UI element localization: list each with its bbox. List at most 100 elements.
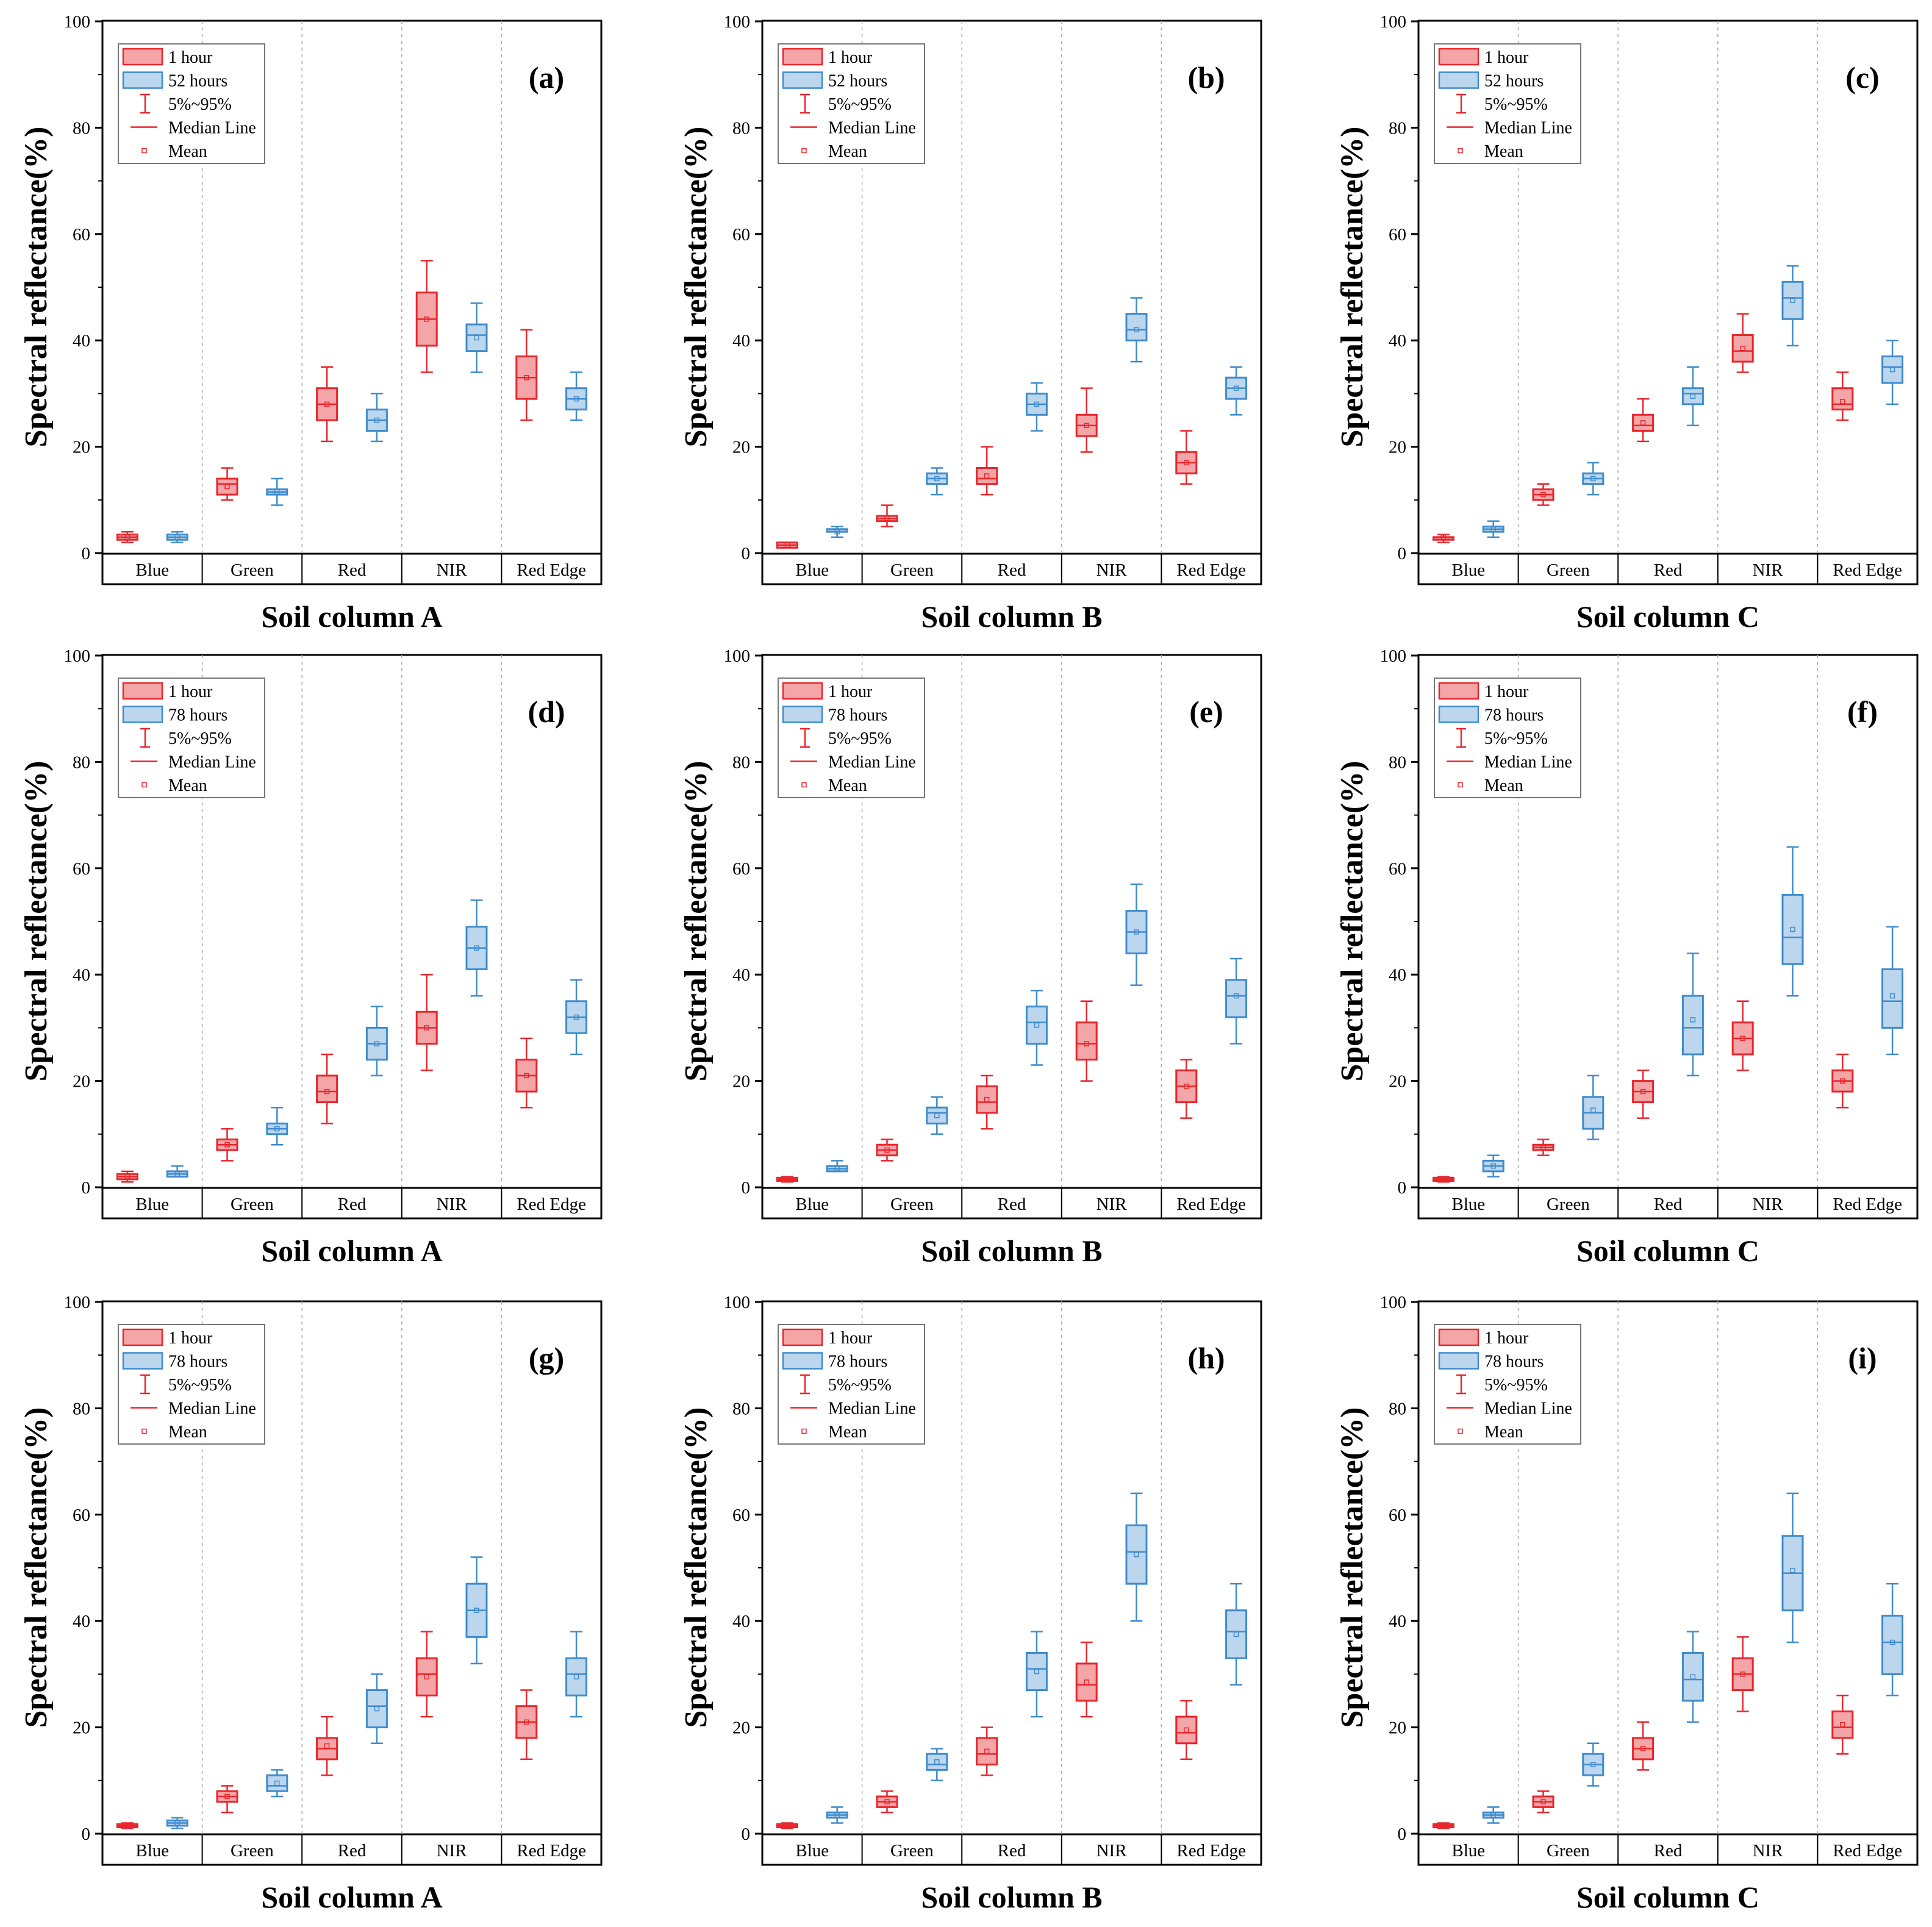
y-tick-label: 100 xyxy=(724,1293,751,1312)
mean-marker xyxy=(1790,926,1795,932)
y-tick-label: 60 xyxy=(1389,859,1406,879)
legend-label: Mean xyxy=(828,142,867,161)
mean-marker xyxy=(374,1041,380,1046)
box-series2-green xyxy=(1582,1074,1605,1140)
legend-mean-icon xyxy=(1458,148,1463,154)
mean-marker xyxy=(374,1706,380,1712)
box-series2-red xyxy=(365,393,388,443)
legend-label: 1 hour xyxy=(168,682,213,701)
box-series2-green xyxy=(266,1769,288,1798)
box-iqr xyxy=(1225,979,1248,1018)
mean-marker xyxy=(324,401,330,407)
box-series1-red xyxy=(316,1715,338,1776)
y-axis-label: Spectral reflectance(%) xyxy=(679,760,714,1081)
y-tick-label: 100 xyxy=(1380,646,1407,666)
x-axis-label: Soil column A xyxy=(261,599,442,634)
mean-marker xyxy=(1233,1631,1239,1637)
mean-marker xyxy=(1034,1668,1040,1675)
y-tick-label: 60 xyxy=(73,1506,90,1525)
mean-marker xyxy=(1540,1145,1546,1150)
mean-marker xyxy=(274,489,280,495)
box-series1-nir xyxy=(1731,313,1754,373)
legend-box xyxy=(1434,1324,1581,1445)
legend-swatch-series1 xyxy=(782,1328,823,1346)
category-label: Red xyxy=(1654,560,1683,580)
box-series2-red xyxy=(1025,1631,1048,1718)
category-label: Green xyxy=(231,560,274,580)
box-series2-red-edge xyxy=(565,371,588,421)
mean-marker xyxy=(224,1142,230,1148)
box-iqr xyxy=(415,1657,438,1696)
box-series2-nir xyxy=(465,302,488,373)
plot-frame xyxy=(761,1300,1262,1866)
y-tick-label: 0 xyxy=(82,1825,91,1844)
y-tick-label: 80 xyxy=(73,118,90,138)
mean-marker xyxy=(1590,1762,1596,1767)
legend-swatch-series2 xyxy=(782,71,823,89)
y-tick-label: 20 xyxy=(1389,1718,1406,1738)
legend-swatch-series2 xyxy=(122,706,163,723)
legend-swatch-series2 xyxy=(782,706,823,723)
box-series1-nir xyxy=(1731,1636,1754,1712)
chart-panel-b: 0 20 40 60 80 100 Spectral reflectance(%) Blue G… xyxy=(679,12,1262,634)
legend: 1 hour 78 hours 5%~95% Median Line Mean xyxy=(118,677,265,798)
mean-marker xyxy=(274,1126,280,1132)
legend-label: 52 hours xyxy=(1484,72,1544,91)
mean-marker xyxy=(1490,526,1496,532)
box-series1-red-edge xyxy=(1831,1053,1854,1109)
y-tick-label: 20 xyxy=(73,1718,90,1738)
box-series1-red-edge xyxy=(1175,1059,1198,1119)
legend-label: Mean xyxy=(828,1423,867,1442)
mean-marker xyxy=(1490,1812,1496,1818)
mean-marker xyxy=(1690,1017,1696,1023)
box-iqr xyxy=(976,467,998,485)
mean-marker xyxy=(474,945,479,951)
box-iqr xyxy=(1075,1662,1098,1702)
legend: 1 hour 52 hours 5%~95% Median Line Mean xyxy=(1434,43,1581,164)
box-series1-red-edge xyxy=(1175,1700,1198,1761)
mean-marker xyxy=(1034,1022,1040,1028)
legend-label: 5%~95% xyxy=(1484,729,1548,748)
box-series2-red xyxy=(1681,1631,1704,1723)
mean-marker xyxy=(274,1780,280,1786)
mean-marker xyxy=(834,1166,840,1171)
panel-letter: (b) xyxy=(1187,60,1225,95)
mean-marker xyxy=(1840,399,1845,404)
y-tick-label: 60 xyxy=(73,859,90,879)
mean-marker xyxy=(474,335,479,341)
box-series1-nir xyxy=(1075,387,1098,453)
legend-label: Median Line xyxy=(1484,119,1572,138)
mean-marker xyxy=(1640,1746,1646,1751)
box-series2-nir xyxy=(465,1556,488,1665)
mean-marker xyxy=(524,1073,529,1079)
legend-label: 1 hour xyxy=(828,48,873,67)
category-label: Blue xyxy=(135,1195,169,1214)
box-iqr xyxy=(1881,355,1904,384)
legend-swatch-series1 xyxy=(122,1328,163,1346)
box-iqr xyxy=(1881,968,1904,1029)
y-tick-label: 60 xyxy=(1389,1506,1406,1525)
category-label: Red Edge xyxy=(1833,1841,1902,1861)
mean-marker xyxy=(573,1014,579,1020)
box-iqr xyxy=(1831,387,1854,411)
legend-swatch-series2 xyxy=(782,1352,823,1370)
y-tick-label: 0 xyxy=(742,544,751,563)
category-label: Green xyxy=(231,1195,274,1214)
legend-label: 78 hours xyxy=(1484,706,1544,725)
box-series1-red-edge xyxy=(1831,1695,1854,1755)
mean-marker xyxy=(524,374,529,381)
category-label: Red Edge xyxy=(1176,1841,1246,1861)
box-series1-blue xyxy=(116,1822,138,1829)
box-iqr xyxy=(365,1689,388,1729)
mean-marker xyxy=(1889,1639,1895,1645)
mean-marker xyxy=(324,1743,330,1749)
y-tick-label: 100 xyxy=(64,646,91,666)
mean-marker xyxy=(1540,492,1546,498)
legend-label: Mean xyxy=(828,776,867,795)
mean-marker xyxy=(984,473,990,479)
box-series2-red xyxy=(1025,382,1048,432)
box-series2-blue xyxy=(826,1160,848,1173)
plot-frame xyxy=(761,20,1262,585)
y-tick-label: 100 xyxy=(64,12,91,32)
legend-swatch-series1 xyxy=(1438,1328,1479,1346)
